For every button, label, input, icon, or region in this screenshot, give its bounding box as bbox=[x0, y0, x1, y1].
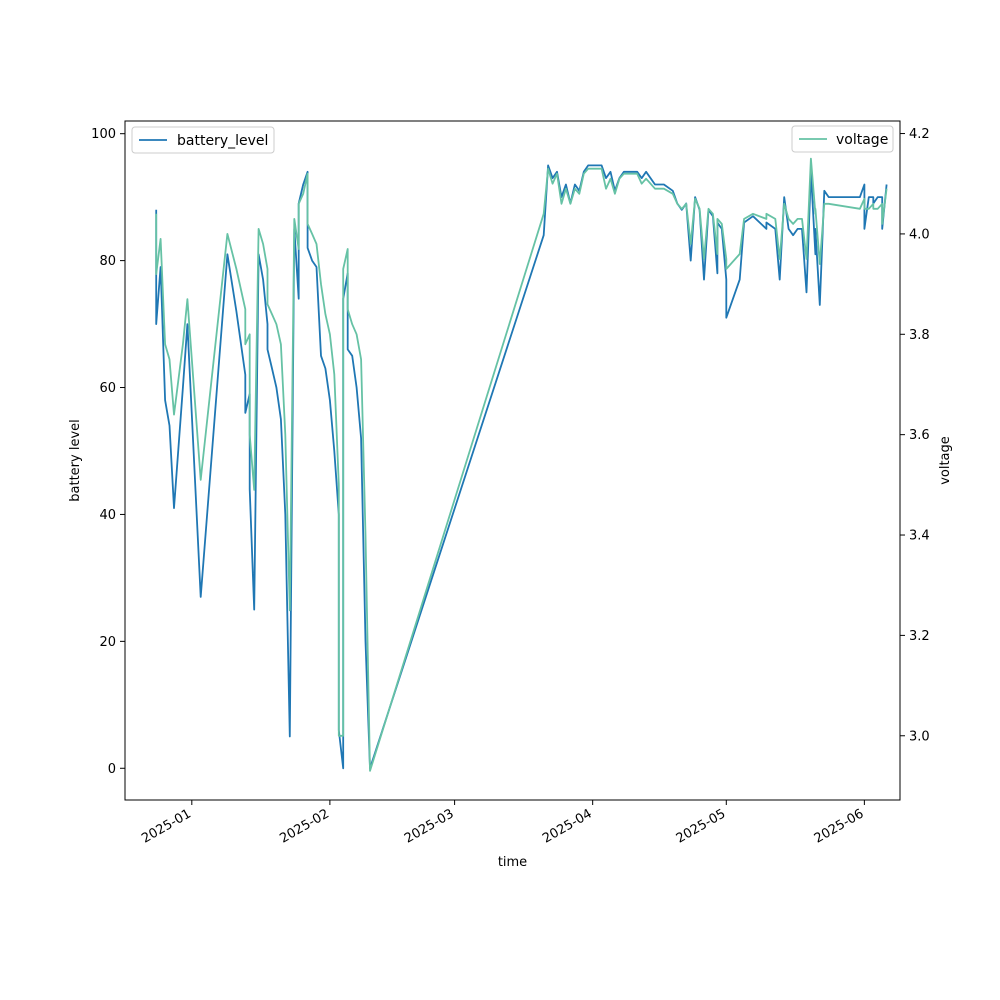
y-left-axis-title: battery level bbox=[68, 419, 83, 502]
series-line-voltage bbox=[155, 157, 888, 772]
legend-left-box bbox=[131, 126, 275, 154]
legend-right-label: voltage bbox=[836, 132, 888, 148]
y-right-axis-title: voltage bbox=[938, 436, 953, 485]
legend-left-label: battery_level bbox=[177, 133, 268, 149]
y-right-tick-label: 3.8 bbox=[909, 328, 930, 343]
y-right-tick-label: 4.0 bbox=[909, 227, 930, 242]
plot-frame bbox=[124, 120, 901, 801]
y-left-tick-label: 100 bbox=[91, 127, 116, 142]
y-left-tick-label: 20 bbox=[99, 635, 116, 650]
y-right-tick-label: 4.2 bbox=[909, 127, 930, 142]
y-left-tick-label: 40 bbox=[99, 508, 116, 523]
y-left-tick-label: 80 bbox=[99, 254, 116, 269]
y-left-tick-label: 0 bbox=[108, 762, 116, 777]
y-right-tick-label: 3.4 bbox=[909, 529, 930, 544]
x-axis-title: time bbox=[498, 855, 527, 870]
y-right-tick-label: 3.6 bbox=[909, 428, 930, 443]
y-right-tick-label: 3.2 bbox=[909, 629, 930, 644]
y-left-tick-label: 60 bbox=[99, 381, 116, 396]
legend-right-box bbox=[791, 125, 894, 153]
y-right-tick-label: 3.0 bbox=[909, 729, 930, 744]
